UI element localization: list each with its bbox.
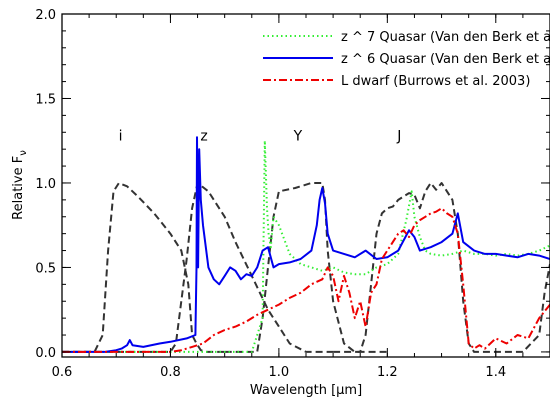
- y-axis-label-sub: ν: [18, 150, 29, 156]
- band-label-y: Y: [293, 129, 303, 145]
- x-tick-label: 1.2: [377, 365, 398, 380]
- plot-curves: [62, 136, 550, 353]
- y-axis-label-main: Relative F: [11, 156, 26, 220]
- axis-tick-labels: 0.6 0.8 1.0 1.2 1.4 0.0 0.5 1.0 1.5 2.0: [35, 8, 506, 380]
- band-label-j: J: [396, 129, 401, 145]
- x-axis-label-suffix: m]: [344, 383, 362, 398]
- band-label-i: i: [119, 129, 123, 145]
- quasar-z6-line-legend-label: z ^ 6 Quasar (Van den Berk et al. 2001): [341, 52, 550, 67]
- axis-ticks: [61, 13, 550, 357]
- y-tick-label: 0.5: [35, 261, 56, 276]
- l-dwarf-line-legend-label: L dwarf (Burrows et al. 2003): [341, 74, 530, 89]
- legend: z ^ 7 Quasar (Van den Berk et al. 2001) z…: [263, 30, 550, 89]
- filter-curve-i: [62, 182, 225, 353]
- x-axis-label-mu: μ: [336, 383, 344, 398]
- x-tick-label: 0.6: [52, 365, 73, 380]
- filter-curve-z: [62, 182, 334, 353]
- filter-curve-y: [224, 182, 388, 353]
- l-dwarf-line: [62, 207, 550, 353]
- y-tick-label: 0.0: [35, 346, 56, 361]
- x-axis-label-prefix: Wavelength [: [250, 383, 336, 398]
- x-tick-label: 1.0: [269, 365, 290, 380]
- x-axis-label: Wavelength [μm]: [250, 383, 362, 398]
- y-tick-label: 1.5: [35, 92, 56, 107]
- band-label-z: z: [200, 129, 207, 145]
- y-tick-label: 1.0: [35, 177, 56, 192]
- y-axis-label: Relative Fν: [11, 150, 29, 220]
- filter-curve-j: [333, 182, 550, 353]
- y-tick-label: 2.0: [35, 8, 56, 23]
- x-tick-label: 0.8: [160, 365, 181, 380]
- quasar-z7-line: [62, 139, 550, 353]
- quasar-z6-line: [62, 136, 550, 353]
- x-tick-label: 1.4: [485, 365, 506, 380]
- quasar-z7-line-legend-label: z ^ 7 Quasar (Van den Berk et al. 2001): [341, 30, 550, 45]
